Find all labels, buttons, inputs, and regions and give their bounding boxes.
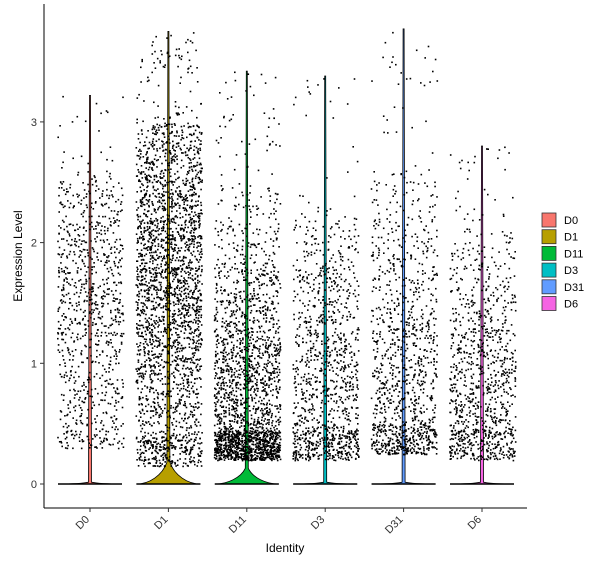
y-axis-title: Expression Level xyxy=(11,210,25,301)
legend-item-D11: D11 xyxy=(541,245,583,261)
plot-area xyxy=(57,28,517,485)
violin-shape-D11 xyxy=(214,70,279,485)
legend-item-D6: D6 xyxy=(541,296,578,311)
violin-shape-D31 xyxy=(371,28,436,485)
x-axis-title: Identity xyxy=(266,541,305,555)
y-tick-label: 1 xyxy=(31,358,37,370)
legend-label: D0 xyxy=(564,215,578,227)
legend-swatch xyxy=(541,296,557,311)
points-D0 xyxy=(57,95,125,450)
violin-D6 xyxy=(449,145,517,485)
points-D11 xyxy=(213,71,282,462)
y-ticks: 0 1 2 3 xyxy=(31,117,44,491)
legend-label: D1 xyxy=(564,232,578,244)
violin-D31 xyxy=(370,28,439,485)
y-tick-label: 3 xyxy=(31,117,37,129)
x-tick-label: D11 xyxy=(227,514,249,536)
violin-shape-D1 xyxy=(136,30,201,485)
legend-label: D31 xyxy=(564,282,584,294)
y-tick-label: 0 xyxy=(31,479,37,491)
legend-swatch xyxy=(541,229,557,245)
legend-item-D1: D1 xyxy=(541,229,578,245)
legend-item-D31: D31 xyxy=(541,279,584,295)
violin-D1 xyxy=(135,30,203,485)
legend-label: D11 xyxy=(564,248,583,260)
x-ticks: D0 D1 D11 D3 D31 D6 xyxy=(74,508,484,536)
axes xyxy=(43,4,527,509)
legend-item-D0: D0 xyxy=(541,212,578,228)
legend-swatch xyxy=(541,262,557,278)
violin-D11 xyxy=(213,70,282,485)
x-tick-label: D3 xyxy=(309,514,327,532)
violin-D3 xyxy=(292,75,360,485)
violin-D0 xyxy=(57,94,125,485)
points-D3 xyxy=(292,78,360,462)
x-tick-label: D1 xyxy=(152,514,170,532)
x-tick-label: D31 xyxy=(383,514,406,537)
legend-label: D6 xyxy=(564,299,578,311)
legend-swatch xyxy=(541,212,557,228)
y-tick-label: 2 xyxy=(31,238,37,250)
points-D1 xyxy=(135,32,203,468)
x-tick-label: D6 xyxy=(466,514,484,532)
points-D31 xyxy=(370,31,439,456)
legend-swatch xyxy=(541,279,557,295)
legend: D0 D1 D11 D3 D31 D6 xyxy=(541,212,584,311)
points-D6 xyxy=(449,146,517,462)
legend-item-D3: D3 xyxy=(541,262,578,278)
legend-label: D3 xyxy=(564,265,578,277)
legend-swatch xyxy=(541,245,557,261)
x-tick-label: D0 xyxy=(74,514,92,532)
